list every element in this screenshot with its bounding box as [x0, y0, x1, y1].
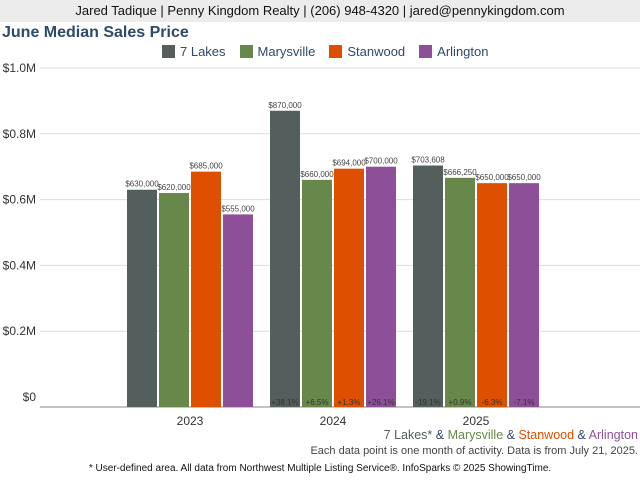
x-tick-label: 2025	[463, 414, 490, 428]
legend-swatch	[239, 45, 253, 58]
legend-item-arlington[interactable]: Arlington	[419, 44, 488, 59]
bar-marysville-2023	[159, 193, 189, 407]
bar-7-lakes-2023	[127, 189, 157, 407]
data-label: $650,000	[475, 173, 509, 182]
change-label: +38.1%	[271, 398, 298, 407]
bar-arlington-2024	[366, 166, 396, 407]
legend: 7 Lakes Marysville Stanwood Arlington	[162, 44, 488, 59]
change-label: +1.3%	[338, 398, 361, 407]
change-label: +0.9%	[449, 398, 472, 407]
legend-item-stanwood[interactable]: Stanwood	[329, 44, 405, 59]
bar-stanwood-2023	[191, 171, 221, 407]
area-sep: &	[574, 428, 589, 442]
change-label: +6.5%	[306, 398, 329, 407]
area-sep: &	[503, 428, 519, 442]
change-label: -7.1%	[514, 398, 535, 407]
data-label: $660,000	[300, 170, 334, 179]
x-tick-label: 2024	[320, 414, 347, 428]
bar-marysville-2025	[445, 177, 475, 407]
legend-label: 7 Lakes	[180, 44, 226, 59]
bar-marysville-2024	[302, 179, 332, 407]
legend-item-marysville[interactable]: Marysville	[239, 44, 316, 59]
area-stanwood: Stanwood	[518, 428, 575, 442]
area-7-lakes: 7 Lakes*	[383, 428, 433, 442]
bar-stanwood-2024	[334, 168, 364, 407]
y-tick-label: $0.6M	[3, 193, 36, 207]
x-tick-label: 2023	[177, 414, 204, 428]
change-label: -6.3%	[482, 398, 503, 407]
legend-label: Arlington	[437, 44, 489, 59]
data-label: $555,000	[221, 204, 255, 213]
data-label: $630,000	[125, 180, 159, 189]
area-list: 7 Lakes* & Marysville & Stanwood & Arlin…	[384, 428, 638, 442]
data-note: Each data point is one month of activity…	[310, 445, 638, 457]
legend-swatch	[329, 45, 343, 58]
change-label: +26.1%	[367, 398, 394, 407]
legend-label: Marysville	[257, 44, 316, 59]
data-label: $666,250	[443, 168, 477, 177]
legend-swatch	[162, 45, 175, 58]
y-tick-label: $0.4M	[3, 258, 36, 272]
bar-7-lakes-2024	[270, 110, 300, 408]
change-label: -19.1%	[415, 398, 440, 407]
data-label: $703,608	[411, 156, 445, 165]
y-tick-label: $0.2M	[3, 324, 36, 338]
y-tick-label: $0.8M	[3, 127, 36, 141]
legend-label: Stanwood	[347, 44, 406, 59]
data-label: $694,000	[332, 159, 366, 168]
bar-stanwood-2025	[477, 183, 507, 407]
data-label: $870,000	[268, 101, 302, 110]
area-sep: &	[432, 428, 448, 442]
data-label: $650,000	[507, 173, 541, 182]
legend-swatch	[419, 45, 433, 58]
area-arlington: Arlington	[588, 428, 638, 442]
bar-arlington-2023	[223, 214, 253, 407]
data-label: $685,000	[189, 162, 223, 171]
y-tick-label: $1.0M	[3, 61, 36, 75]
legend-item-7-lakes[interactable]: 7 Lakes	[162, 44, 226, 59]
source-note: * User-defined area. All data from North…	[88, 463, 552, 474]
area-marysville: Marysville	[447, 428, 504, 442]
data-label: $700,000	[364, 157, 398, 166]
chart-title: June Median Sales Price	[2, 24, 189, 41]
agent-header: Jared Tadique | Penny Kingdom Realty | (…	[0, 0, 640, 22]
bar-7-lakes-2025	[413, 165, 443, 407]
bar-arlington-2025	[509, 183, 539, 407]
data-label: $620,000	[157, 183, 191, 192]
y-tick-label: $0	[23, 390, 37, 404]
